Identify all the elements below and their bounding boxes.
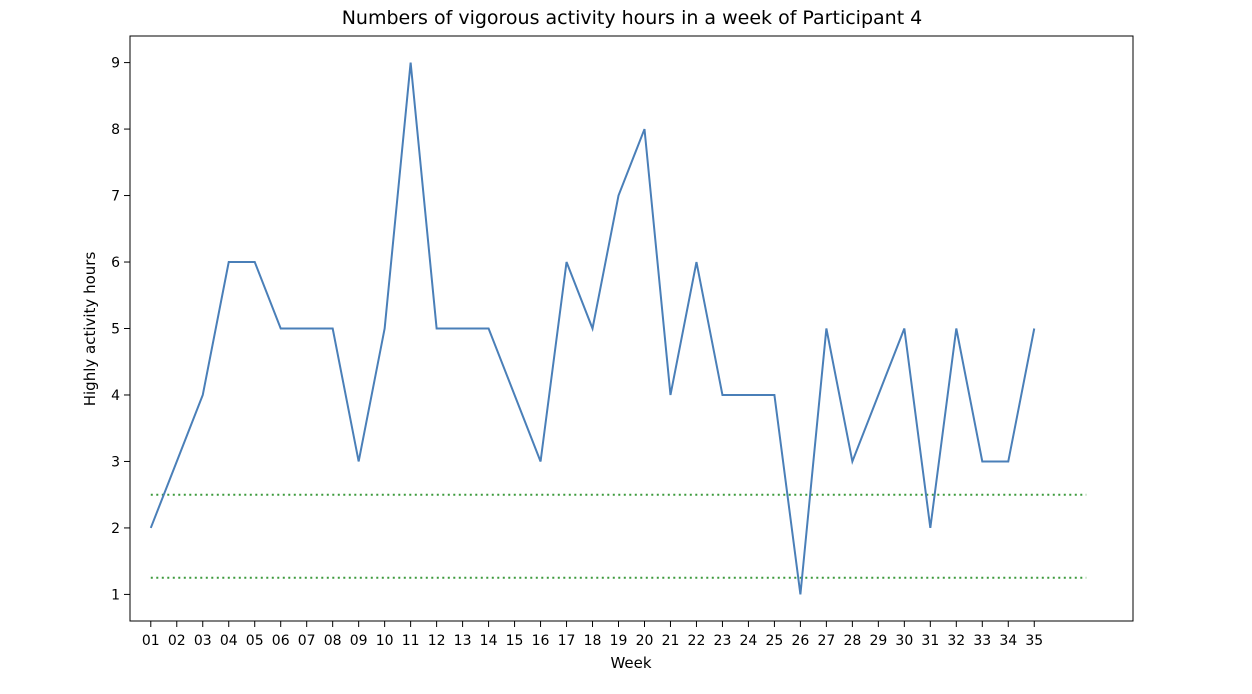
x-tick-label: 18 [584, 633, 602, 649]
x-tick-label: 21 [662, 633, 680, 649]
x-tick-label: 07 [298, 633, 316, 649]
x-tick-label: 10 [376, 633, 394, 649]
x-tick-label: 26 [791, 633, 809, 649]
y-axis-ticks: 1 2 3 4 5 6 7 8 9 [111, 56, 130, 603]
y-tick-label: 9 [111, 56, 120, 72]
x-tick-label: 11 [402, 633, 420, 649]
x-tick-label: 20 [636, 633, 654, 649]
x-tick-label: 35 [1025, 633, 1043, 649]
x-tick-label: 32 [947, 633, 965, 649]
x-tick-label: 05 [246, 633, 264, 649]
x-tick-label: 06 [272, 633, 290, 649]
x-tick-label: 24 [740, 633, 758, 649]
y-tick-label: 2 [111, 521, 120, 537]
y-tick-label: 6 [111, 255, 120, 271]
chart-title: Numbers of vigorous activity hours in a … [342, 7, 923, 29]
y-axis-label: Highly activity hours [81, 252, 99, 407]
x-tick-label: 13 [454, 633, 472, 649]
x-tick-label: 15 [506, 633, 524, 649]
series-line [149, 62, 1036, 595]
y-tick-label: 5 [111, 322, 120, 338]
x-tick-label: 34 [999, 633, 1017, 649]
x-tick-label: 27 [817, 633, 835, 649]
y-tick-label: 1 [111, 587, 120, 603]
x-axis-ticks: 01 02 03 04 05 06 07 08 09 10 11 12 13 14 15 16 17 18 19 20… [142, 621, 1043, 649]
x-tick-label: 29 [869, 633, 887, 649]
x-tick-label: 14 [480, 633, 498, 649]
x-tick-label: 08 [324, 633, 342, 649]
x-tick-label: 02 [168, 633, 186, 649]
y-tick-label: 8 [111, 122, 120, 138]
x-tick-label: 01 [142, 633, 160, 649]
x-tick-label: 25 [766, 633, 784, 649]
x-tick-label: 12 [428, 633, 446, 649]
x-tick-label: 09 [350, 633, 368, 649]
y-tick-label: 3 [111, 454, 120, 470]
y-tick-label: 4 [111, 388, 120, 404]
x-tick-label: 30 [895, 633, 913, 649]
x-tick-label: 33 [973, 633, 991, 649]
series-layer [149, 62, 1036, 595]
x-tick-label: 17 [558, 633, 576, 649]
x-tick-label: 23 [714, 633, 732, 649]
x-tick-label: 16 [532, 633, 550, 649]
x-tick-label: 03 [194, 633, 212, 649]
x-tick-label: 31 [921, 633, 939, 649]
x-tick-label: 04 [220, 633, 238, 649]
x-tick-label: 28 [843, 633, 861, 649]
reference-lines [150, 493, 1087, 579]
x-axis-label: Week [610, 654, 651, 672]
y-tick-label: 7 [111, 189, 120, 205]
x-tick-label: 22 [688, 633, 706, 649]
x-tick-label: 19 [610, 633, 628, 649]
